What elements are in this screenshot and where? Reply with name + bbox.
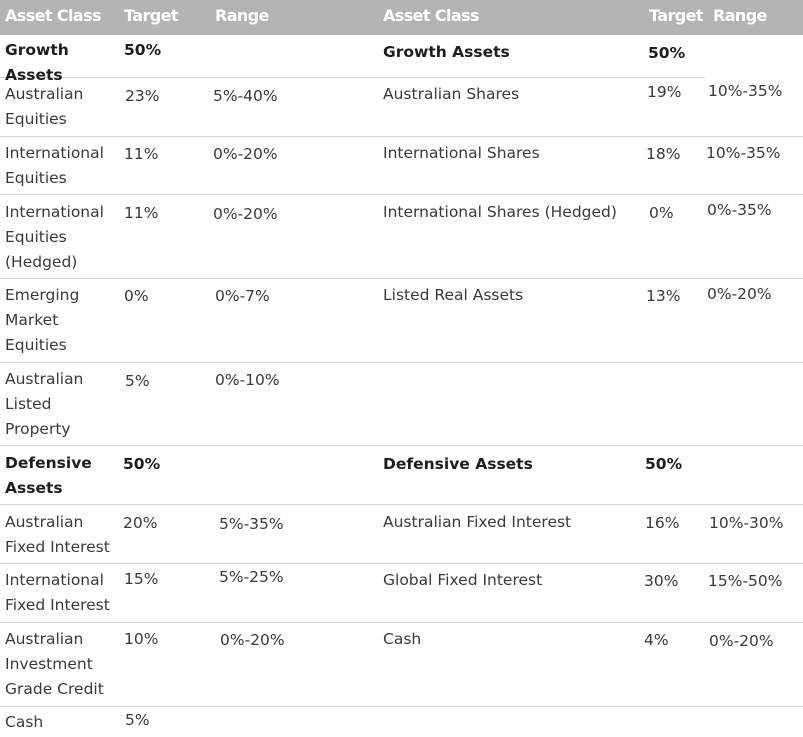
right-range-international-shares-hedged: 0%-35% xyxy=(707,201,772,219)
left-row-international-equities-hedged: International Equities (Hedged) xyxy=(5,203,104,271)
left-row-australian-investment-grade-credit: Australian Investment Grade Credit xyxy=(5,630,104,698)
row-divider xyxy=(0,194,803,195)
left-row-international-equities: International Equities xyxy=(5,144,104,187)
left-target-international-fixed-interest: 15% xyxy=(124,570,159,588)
right-target-growth-assets: 50% xyxy=(648,44,686,62)
left-header-target: Target xyxy=(124,6,179,25)
left-target-international-equities-hedged: 11% xyxy=(124,204,159,222)
row-divider xyxy=(0,136,803,137)
left-range-emerging-market-equities: 0%-7% xyxy=(215,287,270,305)
left-header-range: Range xyxy=(215,6,269,25)
left-range-australian-listed-property: 0%-10% xyxy=(215,371,280,389)
left-range-australian-investment-grade-credit: 0%-20% xyxy=(220,631,285,649)
left-header-asset-class: Asset Class xyxy=(5,6,102,25)
right-range-international-shares: 10%-35% xyxy=(706,144,781,162)
right-row-growth-assets: Growth Assets xyxy=(383,43,510,61)
row-divider xyxy=(0,77,705,78)
row-divider xyxy=(0,504,803,505)
right-row-australian-shares: Australian Shares xyxy=(383,85,520,103)
left-target-defensive-assets: 50% xyxy=(123,455,161,473)
right-target-australian-shares: 19% xyxy=(647,83,682,101)
right-target-listed-real-assets: 13% xyxy=(646,287,681,305)
left-row-australian-fixed-interest: Australian Fixed Interest xyxy=(5,513,110,556)
right-row-international-shares-hedged: International Shares (Hedged) xyxy=(383,203,617,221)
right-range-australian-fixed-interest: 10%-30% xyxy=(709,514,784,532)
left-row-defensive-assets: Defensive Assets xyxy=(5,454,92,497)
row-divider xyxy=(0,362,803,363)
left-range-international-fixed-interest: 5%-25% xyxy=(219,568,284,586)
right-header-target: Target xyxy=(649,6,704,25)
right-target-international-shares-hedged: 0% xyxy=(649,204,674,222)
left-row-australian-equities: Australian Equities xyxy=(5,85,84,128)
right-range-cash: 0%-20% xyxy=(709,632,774,650)
table-header: Asset Class Target Range Asset Class Tar… xyxy=(0,0,803,35)
row-divider xyxy=(0,278,803,279)
right-row-cash: Cash xyxy=(383,630,422,648)
left-target-cash: 5% xyxy=(125,711,150,729)
right-header-range: Range xyxy=(713,6,767,25)
right-target-defensive-assets: 50% xyxy=(645,455,683,473)
right-target-international-shares: 18% xyxy=(646,145,681,163)
right-range-listed-real-assets: 0%-20% xyxy=(707,285,772,303)
right-target-australian-fixed-interest: 16% xyxy=(645,514,680,532)
right-target-global-fixed-interest: 30% xyxy=(644,572,679,590)
left-range-australian-fixed-interest: 5%-35% xyxy=(219,515,284,533)
right-row-global-fixed-interest: Global Fixed Interest xyxy=(383,571,543,589)
row-divider xyxy=(0,563,803,564)
left-target-australian-equities: 23% xyxy=(125,87,160,105)
left-target-international-equities: 11% xyxy=(124,145,159,163)
left-row-emerging-market-equities: Emerging Market Equities xyxy=(5,286,80,354)
left-range-international-equities: 0%-20% xyxy=(213,145,278,163)
left-target-growth-assets: 50% xyxy=(124,41,162,59)
row-divider xyxy=(0,706,803,707)
right-row-defensive-assets: Defensive Assets xyxy=(383,455,533,473)
left-row-growth-assets: Growth Assets xyxy=(5,41,69,84)
right-header-asset-class: Asset Class xyxy=(383,6,480,25)
left-target-emerging-market-equities: 0% xyxy=(124,287,149,305)
left-range-australian-equities: 5%-40% xyxy=(213,87,278,105)
left-row-australian-listed-property: Australian Listed Property xyxy=(5,370,84,438)
left-target-australian-fixed-interest: 20% xyxy=(123,514,158,532)
right-range-global-fixed-interest: 15%-50% xyxy=(708,572,783,590)
right-range-australian-shares: 10%-35% xyxy=(708,82,783,100)
row-divider xyxy=(0,445,803,446)
left-target-australian-listed-property: 5% xyxy=(125,372,150,390)
right-row-listed-real-assets: Listed Real Assets xyxy=(383,286,524,304)
right-row-australian-fixed-interest: Australian Fixed Interest xyxy=(383,513,572,531)
left-target-australian-investment-grade-credit: 10% xyxy=(124,630,159,648)
row-divider xyxy=(0,622,803,623)
left-row-cash: Cash xyxy=(5,713,44,731)
left-row-international-fixed-interest: International Fixed Interest xyxy=(5,571,110,614)
left-range-international-equities-hedged: 0%-20% xyxy=(213,205,278,223)
right-target-cash: 4% xyxy=(644,631,669,649)
right-row-international-shares: International Shares xyxy=(383,144,540,162)
